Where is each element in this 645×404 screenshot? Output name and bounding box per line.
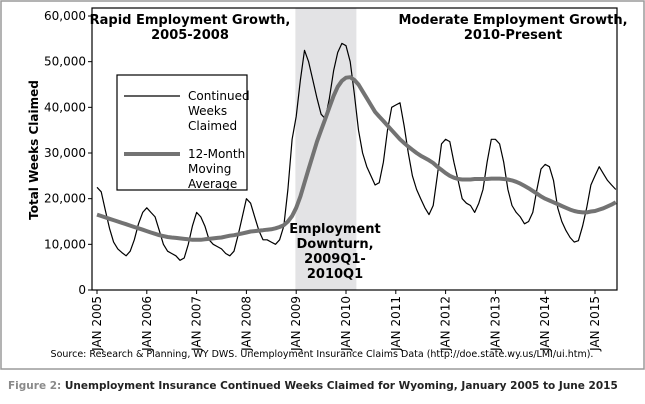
legend-label: Claimed — [188, 119, 237, 133]
legend-box — [116, 74, 248, 191]
annotation: Downturn, — [296, 237, 373, 252]
plot: 0 10,000 20,000 30,000 40,000 50,000 60,000 JAN… — [44, 7, 628, 352]
y-tick-label: 60,000 — [44, 9, 86, 23]
legend-label: Average — [188, 177, 237, 191]
annotation: 2009Q1- — [304, 252, 366, 267]
x-tick-label: JAN 2015 — [588, 296, 602, 352]
annotation: 2005-2008 — [151, 28, 229, 43]
y-axis-label: Total Weeks Claimed — [27, 80, 41, 220]
annotation: Moderate Employment Growth, — [398, 13, 627, 28]
source: Source: Research & Planning, WY DWS. Une… — [51, 349, 594, 360]
series-line — [96, 42, 617, 261]
legend-label: Moving — [188, 162, 231, 176]
x-tick-label: JAN 2006 — [140, 296, 154, 352]
x-tick-label: JAN 2007 — [190, 296, 204, 352]
y-tick-label: 50,000 — [44, 55, 86, 69]
annotation: 2010Q1 — [307, 267, 363, 282]
annotation: Employment — [289, 222, 380, 237]
y-tick-label: 30,000 — [44, 146, 86, 160]
x-tick-label: JAN 2011 — [389, 296, 403, 352]
y-tick-label: 10,000 — [44, 237, 86, 251]
legend-label: Continued — [188, 89, 250, 103]
x-tick-label: JAN 2012 — [439, 296, 453, 352]
x-tick-label: JAN 2013 — [488, 296, 502, 352]
y-tick-label: 40,000 — [44, 100, 86, 114]
legend-label: Weeks — [188, 104, 227, 118]
x-tick-label: JAN 2010 — [339, 296, 353, 352]
plot-frame — [91, 7, 618, 291]
series-line — [96, 75, 617, 242]
x-tick-label: JAN 2005 — [90, 296, 104, 352]
caption-text: Unemployment Insurance Continued Weeks C… — [65, 380, 618, 392]
x-tick-label: JAN 2014 — [538, 296, 552, 352]
shaded-period — [295, 8, 357, 290]
y-tick-label: 0 — [78, 283, 86, 297]
annotation: Rapid Employment Growth, — [90, 13, 291, 28]
x-tick-label: JAN 2009 — [289, 296, 303, 352]
legend-label: 12-Month — [188, 147, 245, 161]
y-tick-label: 20,000 — [44, 192, 86, 206]
annotation: 2010-Present — [464, 28, 562, 43]
caption-label: Figure 2: — [8, 380, 61, 392]
caption: Figure 2: Unemployment Insurance Continu… — [8, 380, 618, 392]
x-tick-label: JAN 2008 — [239, 296, 253, 352]
